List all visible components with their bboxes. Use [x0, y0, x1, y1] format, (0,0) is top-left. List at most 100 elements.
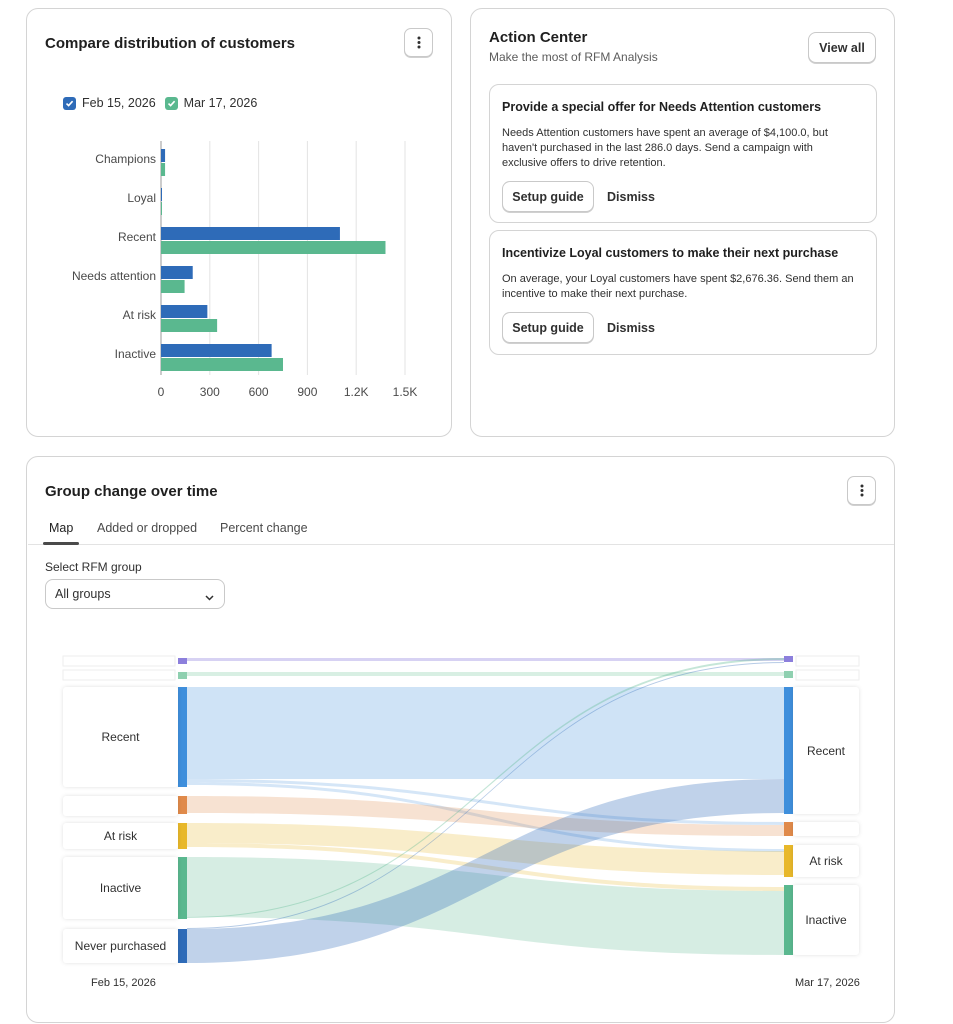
action-center-card: Action Center Make the most of RFM Analy… — [470, 8, 895, 437]
bar — [161, 163, 166, 176]
sankey-right-date: Mar 17, 2026 — [795, 977, 860, 989]
tab-percent-change[interactable]: Percent change — [220, 521, 308, 535]
sankey-flow — [187, 823, 784, 875]
vertical-dots-icon — [860, 484, 864, 497]
sankey-left-node — [178, 796, 187, 814]
bar — [161, 319, 218, 332]
category-label: Needs attention — [72, 269, 156, 283]
sankey-right-node — [784, 885, 793, 955]
bar — [161, 358, 283, 371]
dismiss-button[interactable]: Dismiss — [607, 321, 655, 335]
sankey-right-node — [784, 656, 793, 662]
sankey-left-node — [178, 857, 187, 919]
sankey-right-node — [784, 687, 793, 814]
sankey-label-shelf — [62, 669, 176, 681]
category-label: Recent — [118, 230, 157, 244]
action-item-title: Provide a special offer for Needs Attent… — [502, 100, 822, 114]
active-tab-indicator — [43, 542, 79, 545]
legend-label: Feb 15, 2026 — [82, 96, 156, 110]
sankey-right-label-inactive: Inactive — [793, 885, 859, 955]
checkbox-checked-icon[interactable] — [164, 96, 178, 110]
sankey-left-label-never-purchased: Never purchased — [63, 929, 178, 963]
sankey-right-node — [784, 822, 793, 836]
group-change-tabs: Map Added or dropped Percent change — [28, 515, 894, 545]
sankey-label-shelf — [795, 655, 860, 667]
tab-added-or-dropped[interactable]: Added or dropped — [97, 521, 198, 535]
action-item: Provide a special offer for Needs Attent… — [489, 84, 877, 223]
action-item-title: Incentivize Loyal customers to make thei… — [502, 246, 839, 260]
tab-map[interactable]: Map — [49, 521, 74, 535]
sankey-right-node — [784, 845, 793, 877]
sankey-flow — [187, 779, 784, 825]
category-label: At risk — [123, 308, 157, 322]
sankey-left-node — [178, 658, 187, 664]
sankey-flow — [187, 843, 784, 891]
select-rfm-group-label: Select RFM group — [45, 560, 142, 574]
sankey-flow — [187, 662, 784, 929]
action-item-body: Needs Attention customers have spent an … — [502, 127, 828, 169]
sankey-right-label-at-risk: At risk — [793, 845, 859, 877]
bar — [161, 266, 193, 279]
vertical-dots-icon — [417, 36, 421, 49]
sankey-flow — [187, 658, 784, 918]
x-tick-label: 600 — [249, 385, 269, 399]
bar — [161, 280, 185, 293]
x-tick-label: 1.5K — [393, 385, 418, 399]
sankey-label-shelf — [795, 669, 860, 681]
distribution-card-title: Compare distribution of customers — [45, 35, 296, 52]
dismiss-button[interactable]: Dismiss — [607, 190, 655, 204]
bar — [161, 202, 162, 215]
sankey-flow — [187, 796, 784, 836]
group-change-card: Group change over time Map Added or drop… — [26, 456, 895, 1023]
sankey-flow — [187, 672, 784, 676]
sankey-left-node — [178, 687, 187, 787]
action-center-title: Action Center — [489, 29, 588, 46]
distribution-menu-button[interactable] — [404, 28, 433, 57]
sankey-flow — [187, 782, 784, 852]
x-tick-label: 1.2K — [344, 385, 369, 399]
category-label: Inactive — [115, 347, 157, 361]
sankey-left-node — [178, 823, 187, 849]
sankey-flow — [187, 658, 784, 661]
sankey-right-label-recent: Recent — [793, 687, 859, 814]
sankey-left-label-recent: Recent — [63, 687, 178, 787]
checkbox-checked-icon[interactable] — [63, 96, 76, 110]
legend-item-mar[interactable]: Mar 17, 2026 — [164, 96, 258, 110]
sankey-left-label-inactive: Inactive — [63, 857, 178, 919]
bar — [161, 227, 340, 240]
category-label: Champions — [95, 152, 156, 166]
sankey-right-label-blank — [793, 822, 859, 836]
action-item: Incentivize Loyal customers to make thei… — [489, 230, 877, 355]
sankey-left-date: Feb 15, 2026 — [91, 977, 156, 989]
sankey-label-shelf — [62, 655, 176, 667]
action-center-subtitle: Make the most of RFM Analysis — [489, 50, 658, 64]
sankey-left-node — [178, 929, 187, 963]
distribution-bar-chart: 0 300 600 900 1.2K 1.5K Champions Loyal Recent Ne… — [72, 141, 418, 399]
select-value: All groups — [55, 587, 111, 601]
bar — [161, 188, 162, 201]
x-tick-label: 300 — [200, 385, 220, 399]
sankey-left-label-at-risk: At risk — [63, 823, 178, 849]
bar — [161, 241, 386, 254]
sankey-flow — [187, 857, 784, 955]
setup-guide-button[interactable]: Setup guide — [502, 181, 594, 212]
sankey-flow — [187, 779, 784, 963]
distribution-card: Compare distribution of customers Feb 15… — [26, 8, 452, 437]
group-change-title: Group change over time — [45, 483, 218, 500]
legend-item-feb[interactable]: Feb 15, 2026 — [63, 96, 156, 110]
rfm-group-select[interactable]: All groups — [45, 579, 225, 609]
bar — [161, 149, 166, 162]
x-tick-label: 0 — [158, 385, 165, 399]
group-change-menu-button[interactable] — [847, 476, 876, 505]
category-label: Loyal — [127, 191, 156, 205]
sankey-flow — [187, 687, 784, 779]
sankey-left-label-blank — [63, 796, 178, 816]
bar — [161, 305, 208, 318]
action-item-body: On average, your Loyal customers have sp… — [502, 273, 854, 300]
view-all-button[interactable]: View all — [808, 32, 876, 63]
group-change-sankey — [62, 655, 860, 963]
setup-guide-button[interactable]: Setup guide — [502, 312, 594, 343]
x-tick-label: 900 — [297, 385, 317, 399]
legend-label: Mar 17, 2026 — [183, 96, 258, 110]
bar — [161, 344, 272, 357]
